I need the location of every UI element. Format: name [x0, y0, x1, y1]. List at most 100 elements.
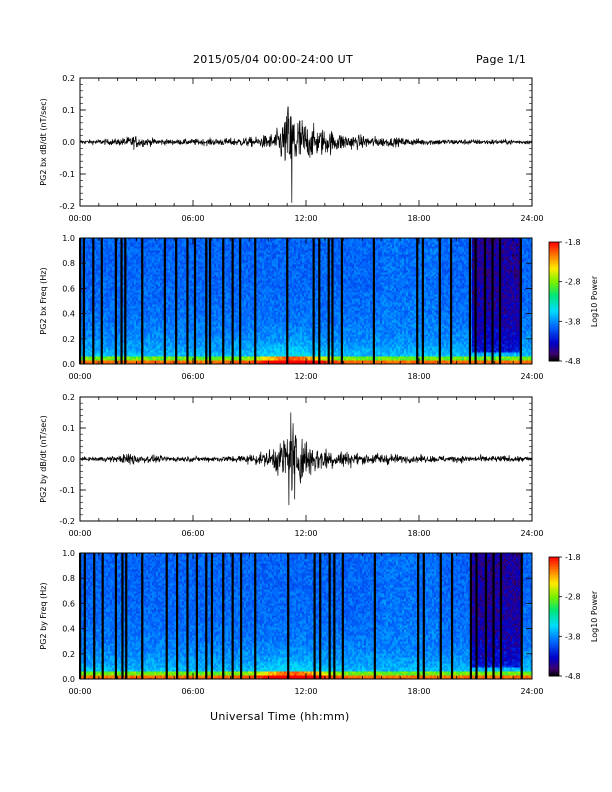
data-gap-line — [422, 238, 424, 364]
data-gap-line — [475, 553, 477, 679]
y-tick-label: 0.0 — [62, 675, 75, 684]
dbdt-trace — [80, 413, 532, 506]
data-gap-line — [222, 553, 224, 679]
y-tick-label: 0.0 — [62, 455, 75, 464]
data-gap-line — [423, 553, 425, 679]
data-gap-line — [287, 553, 289, 679]
data-gap-line — [521, 553, 523, 679]
colorbar-tick-label: -4.8 — [565, 357, 581, 366]
spectrogram-cells — [80, 553, 532, 679]
data-gap-line — [254, 553, 256, 679]
data-gap-line — [125, 553, 127, 679]
x-tick-label: 18:00 — [407, 529, 430, 538]
x-tick-label: 18:00 — [407, 214, 430, 223]
data-gap-line — [115, 238, 117, 364]
data-gap-line — [205, 553, 207, 679]
dbdt-panel-bx: -0.2-0.10.00.10.200:00 06:00 12:00 18:00 24:… — [39, 74, 544, 223]
data-gap-line — [313, 238, 315, 364]
x-tick-label: 18:00 — [407, 372, 430, 381]
data-gap-line — [211, 553, 213, 679]
data-gap-line — [374, 553, 376, 679]
data-gap-line — [313, 553, 315, 679]
y-tick-label: -0.1 — [59, 486, 75, 495]
data-gap-line — [239, 238, 241, 364]
spectrogram-panel-by: 0.00.20.40.60.81.000:00 06:00 12:00 18:00 24… — [39, 549, 599, 696]
data-gap-line — [164, 238, 166, 364]
data-gap-line — [342, 553, 344, 679]
data-gap-line — [101, 238, 103, 364]
y-tick-label: 0.2 — [62, 650, 75, 659]
data-gap-line — [499, 238, 501, 364]
x-tick-label: 18:00 — [407, 687, 430, 696]
data-gap-line — [93, 553, 95, 679]
x-tick-label: 00:00 — [68, 214, 91, 223]
data-gap-line — [186, 238, 188, 364]
data-gap-line — [175, 238, 177, 364]
data-gap-line — [451, 553, 453, 679]
data-gap-line — [286, 238, 288, 364]
x-tick-label: 12:00 — [294, 372, 317, 381]
data-gap-line — [492, 553, 494, 679]
x-tick-label: 12:00 — [294, 687, 317, 696]
data-gap-line — [232, 238, 234, 364]
data-gap-line — [115, 553, 117, 679]
y-tick-label: 0.4 — [62, 310, 75, 319]
data-gap-line — [124, 238, 126, 364]
x-tick-label: 00:00 — [68, 529, 91, 538]
y-tick-label: -0.2 — [59, 202, 75, 211]
data-gap-line — [500, 553, 502, 679]
data-gap-line — [205, 238, 207, 364]
colorbar-tick-label: -2.8 — [565, 593, 581, 602]
data-gap-line — [417, 553, 419, 679]
data-gap-line — [141, 238, 143, 364]
y-tick-label: 0.2 — [62, 335, 75, 344]
data-gap-line — [328, 238, 330, 364]
data-gap-line — [475, 238, 477, 364]
data-gap-line — [186, 553, 188, 679]
x-tick-label: 12:00 — [294, 529, 317, 538]
y-tick-label: 0.0 — [62, 360, 75, 369]
data-gap-line — [232, 553, 234, 679]
y-tick-label: 0.1 — [62, 424, 75, 433]
data-gap-line — [329, 553, 331, 679]
data-gap-line — [83, 238, 85, 364]
data-gap-line — [520, 238, 522, 364]
dbdt-trace — [80, 107, 532, 203]
data-gap-line — [485, 553, 487, 679]
y-tick-label: 0.0 — [62, 138, 75, 147]
colorbar-tick-label: -3.8 — [565, 632, 581, 641]
data-gap-line — [196, 553, 198, 679]
x-tick-label: 06:00 — [181, 687, 204, 696]
x-tick-label: 00:00 — [68, 687, 91, 696]
data-gap-line — [102, 553, 104, 679]
dbdt-panel-by: -0.2-0.10.00.10.200:00 06:00 12:00 18:00 24:… — [39, 393, 544, 538]
y-axis-label: PG2 by Freq (Hz) — [39, 582, 48, 649]
data-gap-line — [440, 553, 442, 679]
y-tick-label: 0.4 — [62, 625, 75, 634]
data-gap-line — [319, 553, 321, 679]
y-axis-label: PG2 by dB/dt (nT/sec) — [39, 415, 48, 502]
data-gap-line — [318, 238, 320, 364]
x-tick-label: 00:00 — [68, 372, 91, 381]
y-tick-label: -0.1 — [59, 170, 75, 179]
colorbar-label: Log10 Power — [590, 590, 599, 642]
data-gap-line — [84, 553, 86, 679]
y-tick-label: 1.0 — [62, 234, 75, 243]
y-tick-label: 0.1 — [62, 106, 75, 115]
colorbar — [549, 557, 559, 677]
colorbar-tick-label: -1.8 — [565, 238, 581, 247]
y-axis-label: PG2 bx Freq (Hz) — [39, 267, 48, 334]
data-gap-line — [333, 553, 335, 679]
x-tick-label: 12:00 — [294, 214, 317, 223]
x-axis-title: Universal Time (hh:mm) — [210, 710, 350, 723]
data-gap-line — [484, 238, 486, 364]
data-gap-line — [491, 238, 493, 364]
data-gap-line — [141, 553, 143, 679]
data-gap-line — [176, 553, 178, 679]
data-gap-line — [194, 238, 196, 364]
data-gap-line — [469, 238, 471, 364]
y-tick-label: 0.2 — [62, 74, 75, 83]
y-tick-label: 0.8 — [62, 574, 75, 583]
data-gap-line — [92, 238, 94, 364]
